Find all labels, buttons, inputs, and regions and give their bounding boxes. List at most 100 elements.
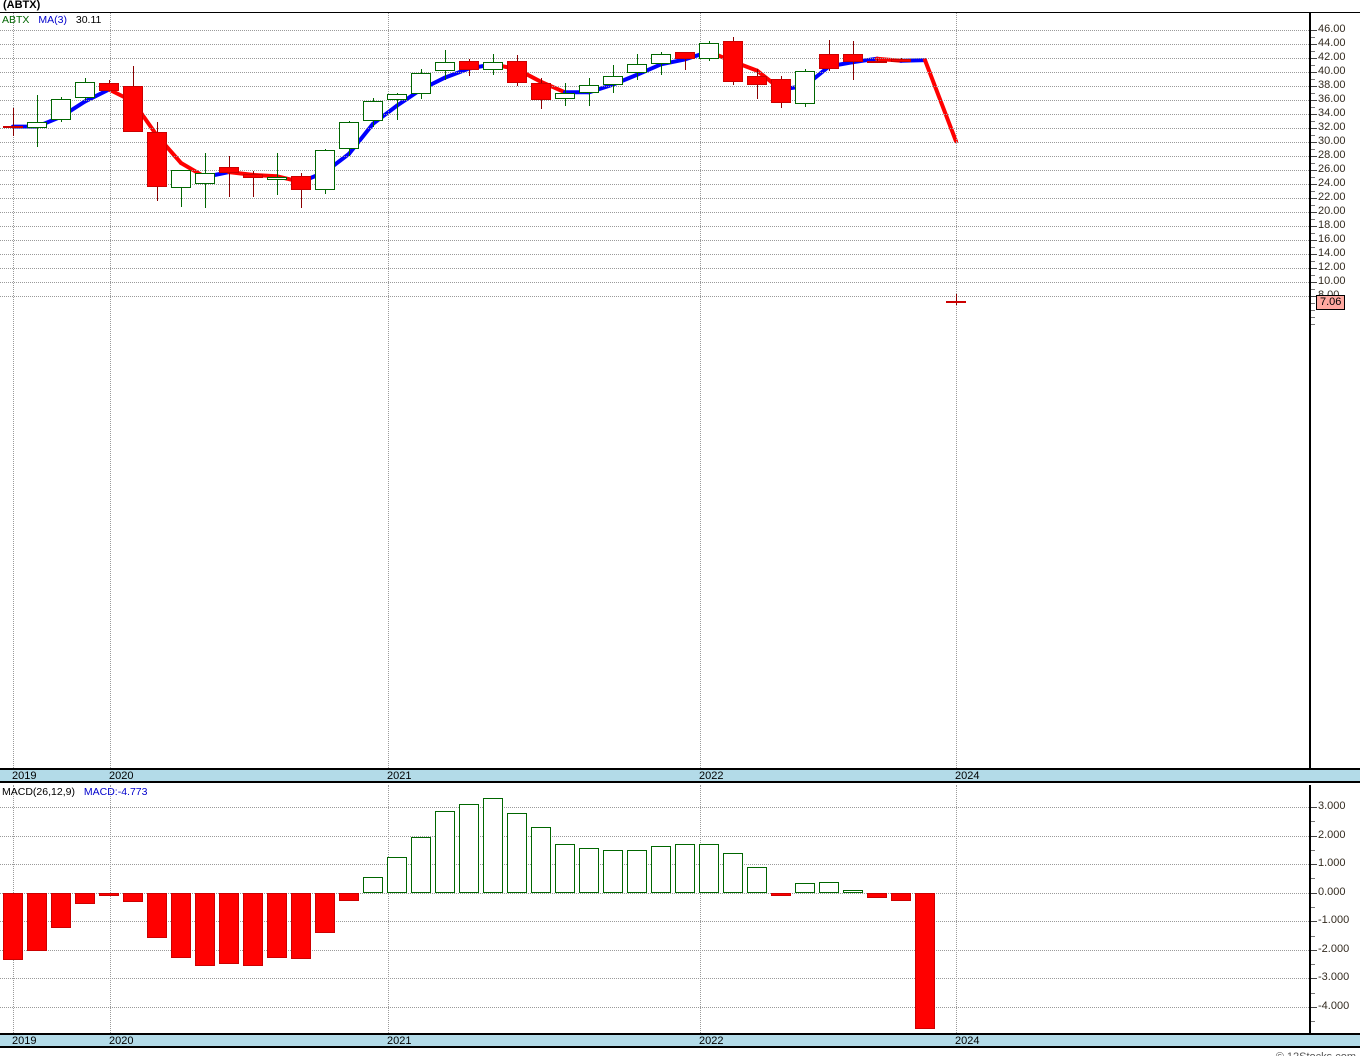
candle-body[interactable] — [195, 172, 215, 184]
price-y-tick-minor — [1311, 233, 1315, 234]
candle-body[interactable] — [75, 81, 95, 98]
candle-body[interactable] — [243, 174, 263, 178]
candle-body[interactable] — [747, 75, 767, 85]
macd-y-tick-minor — [1311, 1021, 1315, 1023]
candle-body[interactable] — [147, 131, 167, 187]
macd-bar[interactable] — [435, 811, 455, 893]
macd-bar[interactable] — [3, 892, 23, 960]
macd-bar[interactable] — [723, 852, 743, 893]
macd-bar[interactable] — [891, 892, 911, 902]
macd-bar[interactable] — [699, 844, 719, 893]
candle-body[interactable] — [675, 52, 695, 60]
price-gridline-h — [0, 240, 1309, 241]
macd-bar[interactable] — [195, 892, 215, 966]
price-gridline-v — [388, 13, 389, 768]
macd-bar[interactable] — [531, 827, 551, 893]
price-y-label: 40.00 — [1318, 65, 1346, 77]
macd-bar[interactable] — [75, 892, 95, 905]
candle-body[interactable] — [795, 70, 815, 105]
candle-body[interactable] — [891, 59, 911, 62]
candle-body[interactable] — [531, 83, 551, 100]
macd-bar[interactable] — [819, 881, 839, 893]
candle-body[interactable] — [771, 79, 791, 103]
date-axis-top-cap — [1311, 768, 1360, 783]
candle-body[interactable] — [507, 60, 527, 84]
candle-body[interactable] — [99, 83, 119, 91]
price-y-tick — [1311, 184, 1317, 185]
date-label-bottom: 2024 — [955, 1035, 980, 1047]
candle-body[interactable] — [387, 94, 407, 100]
macd-bar[interactable] — [651, 845, 671, 893]
candle-body[interactable] — [819, 53, 839, 70]
macd-bar[interactable] — [675, 844, 695, 893]
candle-body[interactable] — [843, 53, 863, 63]
price-chart-panel[interactable]: ABTX MA(3) 30.11 — [0, 13, 1311, 768]
candle-body[interactable] — [267, 177, 287, 180]
candle-body[interactable] — [483, 61, 503, 70]
candle-wick — [37, 95, 38, 147]
candle-body[interactable] — [651, 53, 671, 64]
macd-bar[interactable] — [843, 890, 863, 894]
candle-body[interactable] — [51, 98, 71, 121]
macd-bar[interactable] — [363, 877, 383, 893]
candle-body[interactable] — [459, 60, 479, 70]
macd-bar[interactable] — [507, 812, 527, 893]
macd-y-tick-minor — [1311, 878, 1315, 880]
macd-bar[interactable] — [171, 892, 191, 959]
macd-bar[interactable] — [915, 892, 935, 1030]
candle-body[interactable] — [723, 41, 743, 82]
macd-bar[interactable] — [795, 882, 815, 893]
price-y-axis: 46.00 44.00 42.00 40.00 38.00 36.00 34.00 32.00… — [1311, 13, 1360, 768]
macd-bar[interactable] — [291, 892, 311, 959]
candle-body[interactable] — [339, 121, 359, 149]
candle-body[interactable] — [363, 100, 383, 121]
candle-body[interactable] — [291, 176, 311, 191]
macd-bar[interactable] — [555, 844, 575, 893]
macd-legend-name: MACD(26,12,9) — [2, 786, 75, 798]
candle-body[interactable] — [555, 93, 575, 99]
macd-bar[interactable] — [747, 867, 767, 893]
macd-bar[interactable] — [627, 850, 647, 893]
macd-bar[interactable] — [27, 892, 47, 952]
price-y-tick-minor — [1311, 121, 1315, 122]
macd-bar[interactable] — [771, 892, 791, 896]
candle-body[interactable] — [435, 62, 455, 71]
candle-body[interactable] — [627, 64, 647, 74]
macd-bar[interactable] — [579, 848, 599, 893]
candle-body[interactable] — [579, 84, 599, 93]
macd-bar[interactable] — [867, 892, 887, 898]
candle-body[interactable] — [603, 75, 623, 85]
date-axis-bottom[interactable]: 2019 2020 2021 2022 2024 — [0, 1033, 1311, 1048]
price-y-tick-minor — [1311, 275, 1315, 276]
macd-bar[interactable] — [123, 892, 143, 902]
macd-chart-panel[interactable]: MACD(26,12,9) MACD:-4.773 — [0, 785, 1311, 1033]
macd-bar[interactable] — [147, 892, 167, 939]
macd-bar[interactable] — [267, 892, 287, 959]
candle-body[interactable] — [171, 170, 191, 189]
macd-bar[interactable] — [411, 837, 431, 893]
macd-bar[interactable] — [603, 849, 623, 893]
candle-body[interactable] — [699, 42, 719, 60]
macd-bar[interactable] — [459, 804, 479, 893]
date-axis-top[interactable]: 2019 2020 2021 2022 2024 — [0, 768, 1311, 783]
macd-bar[interactable] — [51, 892, 71, 929]
macd-bar[interactable] — [99, 892, 119, 896]
candle-body[interactable] — [219, 167, 239, 174]
legend-symbol: ABTX — [2, 14, 30, 26]
macd-bar[interactable] — [387, 857, 407, 893]
macd-bar[interactable] — [315, 892, 335, 933]
macd-bar[interactable] — [339, 892, 359, 901]
candle-body[interactable] — [3, 125, 23, 129]
candle-body[interactable] — [411, 72, 431, 95]
price-y-tick-minor — [1311, 135, 1315, 136]
macd-bar[interactable] — [243, 892, 263, 966]
candle-body[interactable] — [867, 60, 887, 64]
date-label-top: 2022 — [699, 770, 724, 782]
candle-body[interactable] — [315, 149, 335, 190]
candle-body[interactable] — [123, 86, 143, 132]
macd-y-tick-minor — [1311, 907, 1315, 908]
macd-bar[interactable] — [483, 798, 503, 893]
candle-body[interactable] — [27, 122, 47, 128]
candle-body[interactable] — [946, 300, 966, 304]
macd-bar[interactable] — [219, 892, 239, 965]
